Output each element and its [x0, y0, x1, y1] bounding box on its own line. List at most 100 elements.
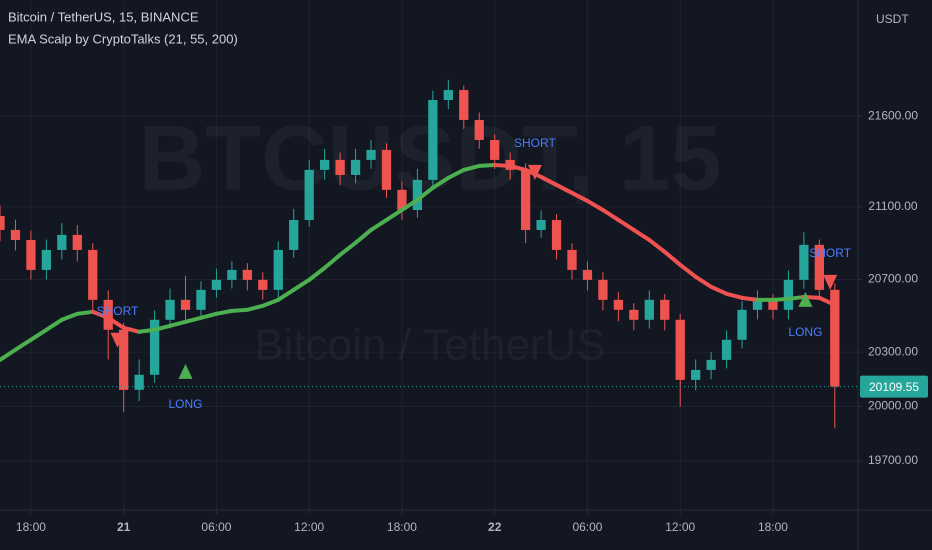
signal-marker	[798, 291, 813, 307]
y-tick-label: 20700.00	[868, 272, 918, 286]
x-tick-label: 18:00	[758, 520, 788, 534]
ema-segment	[28, 327, 49, 342]
ema-segment	[75, 309, 95, 316]
candle-body	[242, 269, 252, 280]
candle-body	[397, 189, 407, 210]
ema-segment	[446, 167, 466, 180]
candle-body	[520, 169, 531, 230]
candle-body	[88, 249, 98, 300]
ema-segment	[229, 307, 250, 313]
candle-body	[72, 234, 82, 250]
ema-segment	[492, 162, 513, 168]
ema-segment	[322, 252, 343, 270]
x-tick-label: 12:00	[665, 520, 695, 534]
y-tick-label: 21600.00	[868, 108, 918, 122]
indicator-title: EMA Scalp by CryptoTalks (21, 55, 200)	[8, 31, 238, 46]
ema-segment	[461, 163, 482, 172]
ema-segment	[0, 347, 18, 362]
candle-body	[320, 159, 330, 170]
candle-body	[706, 359, 716, 370]
candle-body	[381, 149, 392, 190]
ema-segment	[369, 217, 389, 232]
signal-marker	[823, 274, 838, 290]
signal-label: SHORT	[97, 304, 139, 318]
ema-segment	[415, 185, 435, 202]
ema-segment	[631, 227, 652, 242]
candle-body	[366, 149, 376, 160]
ema-segment	[693, 274, 714, 289]
candle-body	[149, 319, 160, 375]
candle-body	[10, 229, 21, 240]
x-tick-label: 18:00	[16, 520, 46, 534]
ema-segment	[539, 174, 559, 187]
x-tick-label: 06:00	[201, 520, 231, 534]
candle-body	[119, 329, 129, 390]
ema-segment	[384, 207, 404, 222]
candle-body	[165, 299, 175, 320]
candle-body	[335, 159, 345, 175]
candle-body	[830, 289, 840, 387]
candle-body	[180, 299, 191, 310]
candle-body	[412, 179, 423, 210]
ema-segment	[399, 197, 420, 212]
candle-body	[41, 249, 52, 270]
candle-body	[644, 299, 654, 320]
candle-body	[0, 215, 5, 230]
candle-body	[582, 269, 593, 280]
ema-segment	[90, 309, 111, 320]
watermark-sub: Bitcoin / TetherUS	[254, 321, 605, 370]
ema-segment	[13, 337, 33, 352]
ema-segment	[152, 323, 173, 332]
ema-segment	[137, 327, 157, 334]
candle-body	[57, 234, 67, 250]
candle-body	[675, 319, 685, 380]
ema-segment	[307, 265, 327, 282]
ema-segment	[198, 311, 219, 320]
signal-marker	[527, 164, 542, 180]
ema-segment	[168, 319, 188, 328]
candle-body	[474, 119, 484, 140]
x-tick-label: 06:00	[572, 520, 602, 534]
ema-segment	[338, 240, 358, 257]
x-tick-label: 18:00	[387, 520, 417, 534]
ema-segment	[616, 217, 636, 232]
candle-body	[443, 90, 453, 101]
y-tick-label: 20300.00	[868, 344, 918, 358]
candle-body	[258, 279, 268, 290]
signal-marker	[178, 363, 193, 379]
ema-segment	[121, 325, 142, 334]
ema-segment	[554, 182, 574, 195]
candle-body	[598, 279, 608, 300]
candle-body	[799, 244, 809, 280]
ema-segment	[430, 175, 451, 190]
ema-segment	[291, 277, 312, 292]
ema-segment	[585, 198, 605, 212]
candle-body	[752, 299, 763, 310]
candle-body	[26, 239, 36, 270]
ema-segment	[724, 291, 745, 300]
ema-segment	[59, 311, 80, 322]
candle-body	[613, 299, 624, 310]
x-tick-label: 22	[488, 520, 502, 534]
ema-segment	[740, 295, 760, 302]
ema-segment	[214, 308, 234, 316]
candle-body	[196, 289, 206, 310]
signal-label: SHORT	[809, 246, 851, 260]
grid	[0, 0, 858, 510]
signal-label: LONG	[169, 397, 203, 411]
signal-label: LONG	[788, 325, 822, 339]
ema-segment	[183, 315, 203, 324]
ema-segment	[817, 295, 837, 307]
candle-body	[737, 309, 747, 340]
candle-body	[629, 309, 639, 320]
x-tick-label: 12:00	[294, 520, 324, 534]
candle-body	[134, 374, 144, 390]
candle-body	[551, 219, 562, 250]
ema-segment	[709, 284, 729, 296]
x-tick-label: 21	[117, 520, 131, 534]
ema-segment	[260, 297, 281, 308]
ema-segment	[770, 296, 791, 302]
signal-label: SHORT	[514, 136, 556, 150]
candle-body	[459, 90, 469, 120]
